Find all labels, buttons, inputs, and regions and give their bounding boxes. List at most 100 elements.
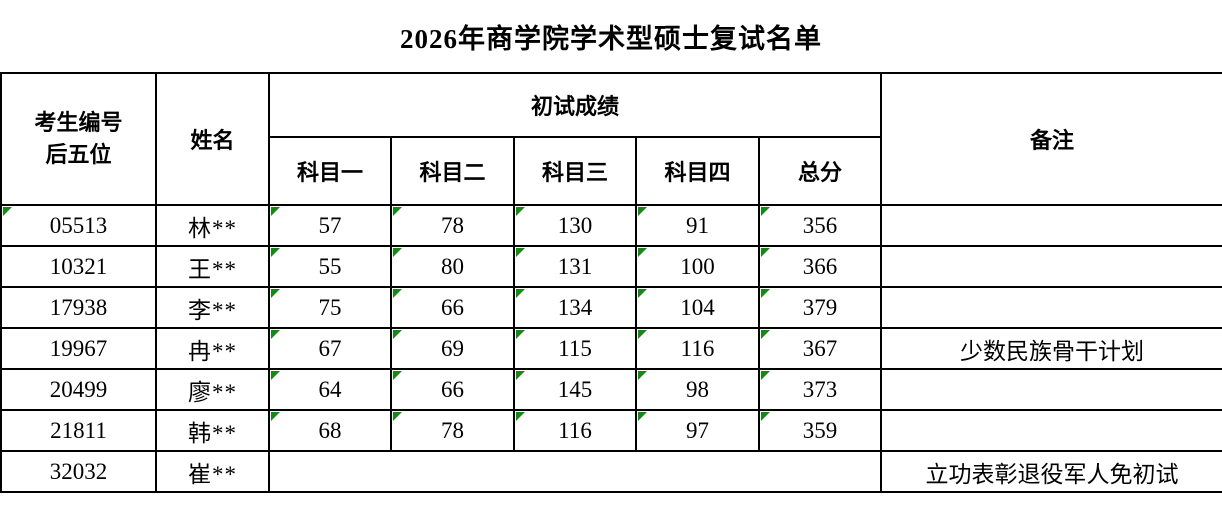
score-cell[interactable]: 98 — [635, 368, 760, 411]
text-format-flag-icon — [638, 289, 647, 298]
candidate-id-cell[interactable]: 17938 — [0, 286, 157, 329]
candidate-id-cell[interactable]: 21811 — [0, 409, 157, 452]
name-cell[interactable]: 冉** — [155, 327, 270, 370]
candidate-id-cell[interactable]: 19967 — [0, 327, 157, 370]
score-cell[interactable]: 66 — [390, 368, 515, 411]
score-cell[interactable]: 134 — [513, 286, 637, 329]
text-format-flag-icon — [761, 412, 770, 421]
header-subject-3[interactable]: 科目三 — [513, 136, 637, 206]
header-remarks[interactable]: 备注 — [880, 72, 1222, 206]
candidate-id-cell[interactable]: 20499 — [0, 368, 157, 411]
remark-cell[interactable] — [880, 368, 1222, 411]
score-cell[interactable]: 78 — [390, 409, 515, 452]
total-score-cell[interactable]: 359 — [757, 409, 883, 452]
text-format-flag-icon — [638, 248, 647, 257]
text-format-flag-icon — [638, 330, 647, 339]
text-format-flag-icon — [393, 371, 402, 380]
candidate-id-cell[interactable]: 32032 — [0, 450, 157, 493]
text-format-flag-icon — [516, 207, 525, 216]
score-cell[interactable]: 104 — [635, 286, 760, 329]
header-candidate-id[interactable]: 考生编号 后五位 — [0, 72, 157, 206]
score-cell[interactable]: 116 — [635, 327, 760, 370]
text-format-flag-icon — [271, 207, 280, 216]
remark-cell[interactable] — [880, 409, 1222, 452]
table-row: 21811 韩** 68 78 116 97 359 — [0, 409, 1222, 452]
text-format-flag-icon — [271, 371, 280, 380]
name-cell[interactable]: 王** — [155, 245, 270, 288]
candidate-id-cell[interactable]: 05513 — [0, 204, 157, 247]
text-format-flag-icon — [393, 289, 402, 298]
score-cell[interactable]: 97 — [635, 409, 760, 452]
score-cell[interactable]: 116 — [513, 409, 637, 452]
score-cell[interactable]: 78 — [390, 204, 515, 247]
table-row: 19967 冉** 67 69 115 116 367 少数民族骨干计划 — [0, 327, 1222, 370]
header-subject-1[interactable]: 科目一 — [268, 136, 392, 206]
header-initial-exam[interactable]: 初试成绩 — [267, 72, 883, 138]
name-cell[interactable]: 韩** — [155, 409, 270, 452]
total-score-cell[interactable]: 356 — [757, 204, 883, 247]
score-cell[interactable]: 131 — [513, 245, 637, 288]
remark-cell[interactable]: 立功表彰退役军人免初试 — [880, 450, 1222, 493]
name-cell[interactable]: 廖** — [155, 368, 270, 411]
table-row: 17938 李** 75 66 134 104 379 — [0, 286, 1222, 329]
score-cell[interactable]: 69 — [390, 327, 515, 370]
table-row: 10321 王** 55 80 131 100 366 — [0, 245, 1222, 288]
score-cell[interactable]: 75 — [268, 286, 392, 329]
header-subject-2[interactable]: 科目二 — [390, 136, 515, 206]
score-cell[interactable]: 66 — [390, 286, 515, 329]
text-format-flag-icon — [638, 371, 647, 380]
text-format-flag-icon — [761, 248, 770, 257]
header-name[interactable]: 姓名 — [155, 72, 270, 206]
header-total[interactable]: 总分 — [757, 136, 883, 206]
header-candidate-id-line1: 考生编号 — [34, 110, 123, 136]
text-format-flag-icon — [516, 248, 525, 257]
score-cell[interactable]: 57 — [268, 204, 392, 247]
score-cell[interactable]: 67 — [268, 327, 392, 370]
total-score-cell[interactable]: 373 — [757, 368, 883, 411]
candidate-id-cell[interactable]: 10321 — [0, 245, 157, 288]
text-format-flag-icon — [761, 330, 770, 339]
score-cell[interactable]: 55 — [268, 245, 392, 288]
score-cell[interactable]: 91 — [635, 204, 760, 247]
score-cell[interactable]: 100 — [635, 245, 760, 288]
text-format-flag-icon — [271, 248, 280, 257]
total-score-cell[interactable]: 366 — [757, 245, 883, 288]
name-cell[interactable]: 崔** — [155, 450, 270, 493]
text-format-flag-icon — [516, 330, 525, 339]
text-format-flag-icon — [516, 371, 525, 380]
score-cell[interactable]: 80 — [390, 245, 515, 288]
header-candidate-id-line2: 后五位 — [45, 142, 112, 167]
score-cell[interactable]: 130 — [513, 204, 637, 247]
remark-cell[interactable] — [880, 286, 1222, 329]
text-format-flag-icon — [3, 207, 12, 216]
text-format-flag-icon — [393, 412, 402, 421]
score-cell[interactable]: 68 — [268, 409, 392, 452]
remark-cell[interactable] — [880, 245, 1222, 288]
score-cell[interactable]: 115 — [513, 327, 637, 370]
text-format-flag-icon — [393, 248, 402, 257]
header-subject-4[interactable]: 科目四 — [635, 136, 760, 206]
text-format-flag-icon — [271, 412, 280, 421]
page-title: 2026年商学院学术型硕士复试名单 — [400, 23, 822, 54]
text-format-flag-icon — [761, 207, 770, 216]
score-cell[interactable]: 145 — [513, 368, 637, 411]
table-row: 05513 林** 57 78 130 91 356 — [0, 204, 1222, 247]
remark-cell[interactable]: 少数民族骨干计划 — [880, 327, 1222, 370]
name-cell[interactable]: 林** — [155, 204, 270, 247]
text-format-flag-icon — [638, 412, 647, 421]
merged-empty-score-cell[interactable] — [267, 450, 883, 493]
text-format-flag-icon — [638, 207, 647, 216]
table-row: 20499 廖** 64 66 145 98 373 — [0, 368, 1222, 411]
remark-cell[interactable] — [880, 204, 1222, 247]
text-format-flag-icon — [393, 207, 402, 216]
text-format-flag-icon — [393, 330, 402, 339]
text-format-flag-icon — [516, 412, 525, 421]
table-row: 32032 崔** 立功表彰退役军人免初试 — [0, 450, 1222, 493]
text-format-flag-icon — [761, 289, 770, 298]
name-cell[interactable]: 李** — [155, 286, 270, 329]
score-cell[interactable]: 64 — [268, 368, 392, 411]
total-score-cell[interactable]: 367 — [757, 327, 883, 370]
text-format-flag-icon — [271, 289, 280, 298]
roster-table: 考生编号 后五位 姓名 初试成绩 备注 科目一 科目二 科目三 科目四 总分 0… — [0, 72, 1222, 493]
total-score-cell[interactable]: 379 — [757, 286, 883, 329]
